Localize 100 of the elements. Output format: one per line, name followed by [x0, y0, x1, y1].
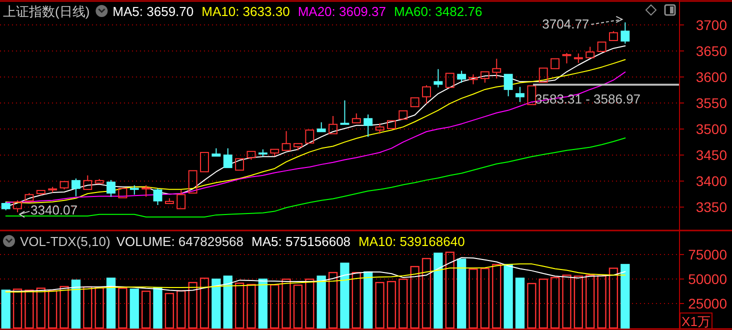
candlestick — [457, 70, 466, 84]
bar — [118, 288, 128, 329]
bar — [527, 282, 536, 329]
bar — [24, 290, 34, 329]
bar — [597, 275, 606, 329]
chart-subtitle: VOLUME: 647829568 — [116, 234, 244, 249]
candlestick — [516, 86, 524, 102]
bar — [445, 252, 454, 329]
y-axis-title: X1万 — [682, 314, 710, 329]
y-tick-label: 75000 — [688, 246, 728, 263]
bar — [364, 271, 373, 329]
candlestick — [550, 58, 560, 70]
bar — [550, 276, 560, 329]
candlestick — [620, 22, 630, 44]
bar — [492, 264, 502, 329]
candlestick — [118, 188, 128, 198]
bar — [223, 276, 232, 329]
candlestick — [562, 52, 572, 64]
candlestick — [410, 97, 420, 108]
bar — [246, 284, 256, 329]
bar — [48, 290, 58, 329]
bar — [316, 276, 326, 329]
bar — [562, 274, 572, 329]
bar — [12, 288, 22, 329]
bar — [212, 278, 221, 329]
candlestick — [188, 170, 198, 194]
y-tick-label: 25000 — [688, 296, 728, 312]
text: MA60: 3482.76 — [394, 4, 482, 19]
candlestick — [282, 130, 291, 151]
candlestick — [364, 114, 373, 138]
annotation: 3340.07 — [30, 202, 78, 218]
bar — [504, 264, 513, 329]
bar — [586, 274, 595, 329]
bar — [94, 287, 104, 329]
candlestick — [538, 68, 548, 83]
chart-title: VOL-TDX(5,10) — [20, 234, 110, 249]
candlestick — [527, 85, 536, 106]
candlestick — [200, 152, 209, 172]
bar — [282, 278, 291, 329]
series-label: MA5: 575156608 — [252, 234, 351, 249]
bar — [130, 288, 139, 329]
bar — [410, 266, 420, 329]
bar — [83, 286, 92, 329]
y-tick-label: 3700 — [696, 16, 728, 33]
y-tick-label: 3450 — [696, 147, 728, 164]
bar — [468, 268, 478, 329]
candlestick — [434, 68, 443, 88]
candlestick — [71, 178, 80, 197]
bar — [340, 262, 350, 329]
bar — [398, 278, 408, 329]
bar — [305, 278, 314, 329]
candlestick — [340, 100, 350, 125]
bar — [164, 292, 174, 329]
y-tick-label: 3650 — [696, 42, 728, 59]
candlestick — [305, 130, 314, 144]
bar — [270, 284, 280, 329]
candlestick — [398, 110, 408, 120]
line-series — [5, 138, 626, 218]
candlestick — [597, 42, 606, 52]
series-label: MA10: 539168640 — [358, 234, 465, 249]
candlestick — [492, 58, 502, 80]
candlestick — [386, 120, 396, 130]
candlestick — [445, 72, 454, 88]
text: MA10: 3633.30 — [202, 4, 290, 19]
bar — [608, 268, 618, 329]
bar — [515, 278, 525, 329]
candlestick — [246, 150, 256, 160]
chart-title: 上证指数(日线) — [3, 4, 90, 19]
y-tick-label: 3600 — [696, 68, 728, 85]
y-tick-label: 3500 — [696, 121, 728, 138]
candlestick — [328, 116, 338, 134]
bar — [188, 282, 198, 329]
candlestick — [468, 74, 478, 85]
bar — [1, 290, 10, 329]
bar — [71, 280, 81, 329]
bar — [293, 284, 303, 329]
y-tick-label: 3400 — [696, 173, 728, 190]
bar — [234, 282, 244, 329]
bar — [434, 252, 443, 329]
text: MA20: 3609.37 — [298, 4, 386, 19]
candlestick — [142, 184, 151, 198]
bar — [456, 258, 466, 329]
candlestick — [235, 158, 244, 171]
bar — [60, 286, 69, 329]
bar — [200, 278, 210, 329]
annotation: 3704.77 — [542, 16, 590, 32]
candlestick — [294, 143, 302, 151]
line-series — [5, 263, 626, 292]
line-series — [5, 257, 626, 292]
bar — [480, 268, 490, 329]
bar — [538, 278, 548, 329]
bar — [141, 290, 151, 329]
bar — [36, 288, 46, 329]
bar — [375, 282, 384, 329]
bar — [352, 272, 361, 329]
bar — [328, 272, 338, 329]
bar — [386, 280, 396, 329]
bar — [620, 264, 630, 329]
y-tick-label: 50000 — [688, 271, 728, 288]
text: MA5: 3659.70 — [112, 4, 194, 19]
